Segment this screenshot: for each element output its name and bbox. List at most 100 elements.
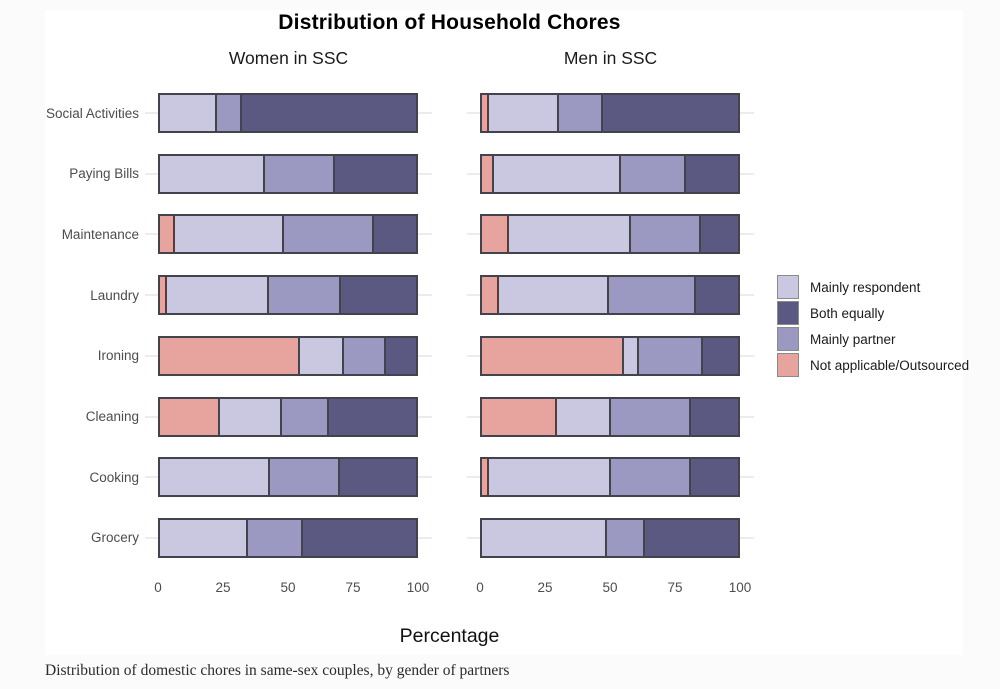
legend-label: Mainly respondent xyxy=(810,279,921,295)
bar-segment xyxy=(482,95,489,131)
bar-segment xyxy=(373,216,416,253)
stacked-bar xyxy=(480,517,740,558)
chart-title: Distribution of Household Chores xyxy=(278,11,621,34)
bar-segment xyxy=(160,155,266,192)
category-label: Cooking xyxy=(89,469,139,485)
bar-segment xyxy=(611,398,691,435)
bar-row xyxy=(145,93,432,133)
x-tick-label: 100 xyxy=(728,580,752,595)
x-tick-label: 75 xyxy=(345,580,361,595)
panel-women xyxy=(145,83,432,558)
bar-segment xyxy=(270,459,341,496)
category-label: Grocery xyxy=(90,530,139,546)
bar-segment xyxy=(558,95,603,131)
bar-segment xyxy=(482,277,499,314)
x-tick-label: 50 xyxy=(280,580,296,595)
legend-entry: Both equally xyxy=(777,300,969,326)
chart-card: Distribution of Household Chores Women i… xyxy=(45,10,969,655)
bar-segment xyxy=(160,216,175,253)
legend-label: Mainly partner xyxy=(810,331,896,347)
bar-row xyxy=(467,457,754,498)
bar-segment xyxy=(160,459,271,496)
x-tick-label: 50 xyxy=(602,580,618,595)
bar-segment xyxy=(217,95,243,131)
bar-segment xyxy=(160,95,218,131)
bar-segment xyxy=(690,459,738,496)
bar-segment xyxy=(482,216,509,253)
bar-segment xyxy=(482,337,624,374)
facet-label-men: Men in SSC xyxy=(563,48,658,68)
stacked-bar xyxy=(480,457,740,498)
bar-segment xyxy=(341,277,416,314)
category-label: Paying Bills xyxy=(69,166,139,182)
stacked-bar xyxy=(480,275,740,316)
stacked-bar xyxy=(158,214,418,255)
bar-segment xyxy=(482,459,489,496)
bar-segment xyxy=(482,155,494,192)
category-label: Maintenance xyxy=(61,226,139,242)
bar-segment xyxy=(494,155,621,192)
bar-segment xyxy=(160,398,220,435)
stacked-bar xyxy=(480,335,740,376)
legend-entry: Not applicable/Outsourced xyxy=(777,352,969,378)
bar-segment xyxy=(386,337,416,374)
legend-swatch-mainly-partner xyxy=(777,327,799,351)
bar-segment xyxy=(603,95,738,131)
x-tick-label: 0 xyxy=(476,580,484,595)
category-label: Social Activities xyxy=(45,105,139,121)
stacked-bar xyxy=(158,335,418,376)
stacked-bar xyxy=(480,396,740,437)
bar-segment xyxy=(509,216,631,253)
bar-row xyxy=(467,153,754,194)
stacked-bar xyxy=(158,517,418,558)
category-label: Laundry xyxy=(90,287,139,303)
stacked-bar xyxy=(480,93,740,133)
bar-segment xyxy=(281,398,329,435)
bar-segment xyxy=(489,95,559,131)
bar-row xyxy=(145,396,432,437)
bar-segment xyxy=(611,459,691,496)
legend-swatch-both-equally xyxy=(777,301,799,325)
bar-segment xyxy=(160,337,300,374)
bar-segment xyxy=(621,155,686,192)
x-axis-title: Percentage xyxy=(399,625,500,647)
bar-segment xyxy=(160,519,248,556)
x-tick-label: 25 xyxy=(537,580,553,595)
bar-row xyxy=(145,153,432,194)
x-tick-label: 25 xyxy=(215,580,231,595)
x-tick-label: 0 xyxy=(154,580,162,595)
bar-segment xyxy=(302,519,417,556)
bar-row xyxy=(467,517,754,558)
x-axis-women: 0 25 50 75 100 xyxy=(145,580,432,596)
bar-segment xyxy=(482,519,608,556)
bar-segment xyxy=(269,277,341,314)
bar-row xyxy=(145,214,432,255)
bar-segment xyxy=(174,216,284,253)
bar-segment xyxy=(703,337,738,374)
legend-entry: Mainly partner xyxy=(777,326,969,352)
bar-row xyxy=(467,93,754,133)
bar-row xyxy=(145,457,432,498)
bar-segment xyxy=(700,216,738,253)
bar-row xyxy=(467,396,754,437)
bar-segment xyxy=(644,519,738,556)
bar-segment xyxy=(685,155,738,192)
stacked-bar xyxy=(158,457,418,498)
bar-row xyxy=(467,214,754,255)
stacked-bar xyxy=(158,396,418,437)
stacked-bar xyxy=(158,93,418,133)
panel-men xyxy=(467,83,754,558)
bar-segment xyxy=(608,277,696,314)
bar-segment xyxy=(340,459,416,496)
bar-row xyxy=(145,335,432,376)
bar-segment xyxy=(499,277,609,314)
bar-segment xyxy=(695,277,738,314)
legend-swatch-mainly-respondent xyxy=(777,275,799,299)
legend-swatch-not-applicable xyxy=(777,353,799,377)
x-axis-men: 0 25 50 75 100 xyxy=(467,580,754,596)
category-axis: Social Activities Paying Bills Maintenance… xyxy=(45,83,139,558)
x-tick-label: 100 xyxy=(406,580,430,595)
bar-segment xyxy=(284,216,374,253)
legend-label: Not applicable/Outsourced xyxy=(810,357,970,373)
